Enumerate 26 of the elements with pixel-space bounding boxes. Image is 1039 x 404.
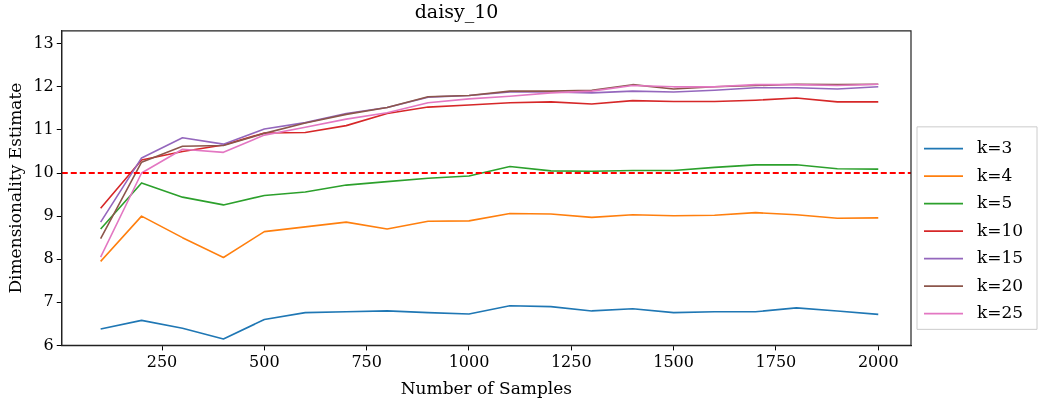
chart-title: daisy_10 — [414, 0, 499, 24]
y-tick-label: 6 — [43, 334, 54, 354]
legend-label: k=25 — [977, 302, 1024, 323]
y-tick-label: 13 — [33, 32, 54, 52]
legend-label: k=20 — [977, 274, 1024, 295]
x-tick-label: 750 — [351, 352, 382, 372]
y-tick-label: 12 — [33, 75, 54, 95]
legend-label: k=3 — [977, 137, 1013, 158]
x-axis-title: Number of Samples — [400, 378, 573, 399]
legend-label: k=15 — [977, 247, 1024, 268]
x-tick-label: 1250 — [550, 352, 592, 372]
x-tick-label: 1000 — [448, 352, 490, 372]
y-tick-label: 8 — [43, 248, 54, 268]
legend-label: k=4 — [977, 164, 1013, 185]
y-tick-label: 9 — [43, 205, 54, 225]
x-tick-label: 2000 — [857, 352, 899, 372]
y-tick-label: 10 — [33, 162, 54, 182]
y-axis-title: Dimensionality Estimate — [4, 82, 25, 294]
y-tick-label: 7 — [43, 291, 54, 311]
x-tick-label: 1500 — [653, 352, 694, 372]
legend-label: k=5 — [977, 192, 1013, 213]
x-tick-label: 1750 — [755, 352, 797, 372]
y-tick-label: 11 — [33, 119, 54, 139]
legend-label: k=10 — [977, 219, 1024, 240]
x-tick-label: 250 — [146, 352, 178, 372]
x-tick-label: 500 — [249, 352, 280, 372]
